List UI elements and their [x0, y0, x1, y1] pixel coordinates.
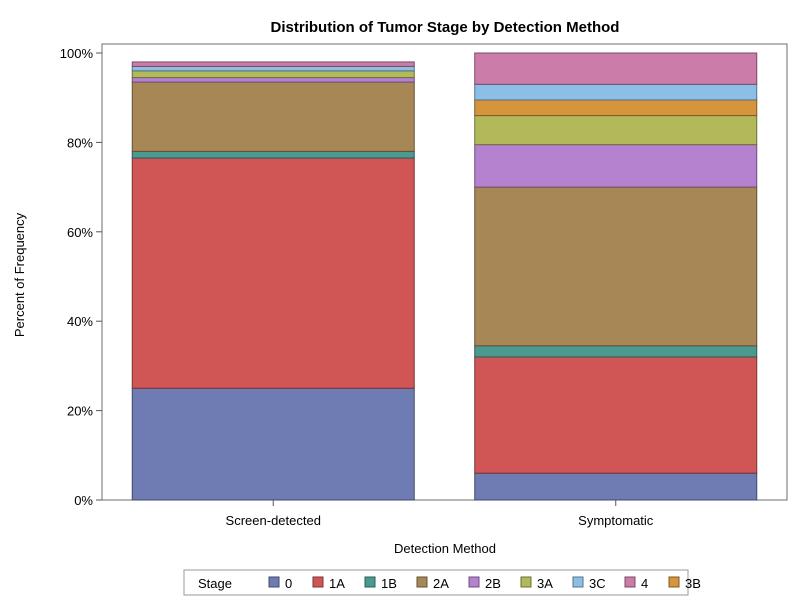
bar-segment-1a-screen-detected — [131, 157, 415, 389]
bar-segment-0-symptomatic — [474, 472, 758, 501]
x-axis-label: Detection Method — [394, 541, 496, 556]
y-tick-label: 60% — [67, 225, 93, 240]
y-tick-label: 0% — [74, 493, 93, 508]
bar-segment-1a-symptomatic — [474, 356, 758, 474]
legend-swatch — [520, 576, 532, 588]
legend-title: Stage — [198, 576, 232, 591]
bar-segment-3b-symptomatic — [474, 99, 758, 117]
chart-title: Distribution of Tumor Stage by Detection… — [271, 19, 620, 36]
legend-swatch — [416, 576, 428, 588]
legend-swatch — [364, 576, 376, 588]
bar-segment-3c-symptomatic — [474, 83, 758, 101]
bar-segment-3a-screen-detected — [131, 70, 415, 79]
bar-segment-2b-screen-detected — [131, 77, 415, 83]
legend-swatch — [572, 576, 584, 588]
legend-label: 3C — [589, 576, 606, 591]
legend-swatch — [468, 576, 480, 588]
bar-segment-3a-symptomatic — [474, 115, 758, 146]
bar-segment-2b-symptomatic — [474, 144, 758, 188]
legend-label: 4 — [641, 576, 648, 591]
y-tick-label: 100% — [60, 46, 94, 61]
legend-label: 1B — [381, 576, 397, 591]
bar-segment-3c-screen-detected — [131, 65, 415, 72]
y-tick-label: 40% — [67, 314, 93, 329]
bar-segment-1b-screen-detected — [131, 150, 415, 159]
bar-segment-4-screen-detected — [131, 61, 415, 67]
bar-segment-0-screen-detected — [131, 387, 415, 501]
y-tick-label: 80% — [67, 135, 93, 150]
legend-swatch — [668, 576, 680, 588]
y-tick-label: 20% — [67, 404, 93, 419]
legend-label: 2A — [433, 576, 449, 591]
bar-segment-2a-screen-detected — [131, 81, 415, 152]
x-tick-label: Symptomatic — [578, 513, 654, 528]
legend: Stage 0 1A 1B 2A 2B 3A 3C 4 3B — [183, 569, 701, 596]
legend-label: 0 — [285, 576, 292, 591]
legend-label: 1A — [329, 576, 345, 591]
legend-label: 3A — [537, 576, 553, 591]
legend-frame — [183, 569, 689, 596]
y-axis-label: Percent of Frequency — [12, 212, 27, 337]
legend-swatch — [312, 576, 324, 588]
legend-swatch — [624, 576, 636, 588]
legend-swatch — [268, 576, 280, 588]
bar-segment-4-symptomatic — [474, 52, 758, 85]
x-tick-label: Screen-detected — [226, 513, 321, 528]
bar-segment-1b-symptomatic — [474, 345, 758, 358]
bar-segment-2a-symptomatic — [474, 186, 758, 347]
legend-label: 2B — [485, 576, 501, 591]
legend-label: 3B — [685, 576, 701, 591]
plot-area: 0% 20% 40% 60% 80% 100% Screen-detected Symptom… — [60, 43, 788, 528]
